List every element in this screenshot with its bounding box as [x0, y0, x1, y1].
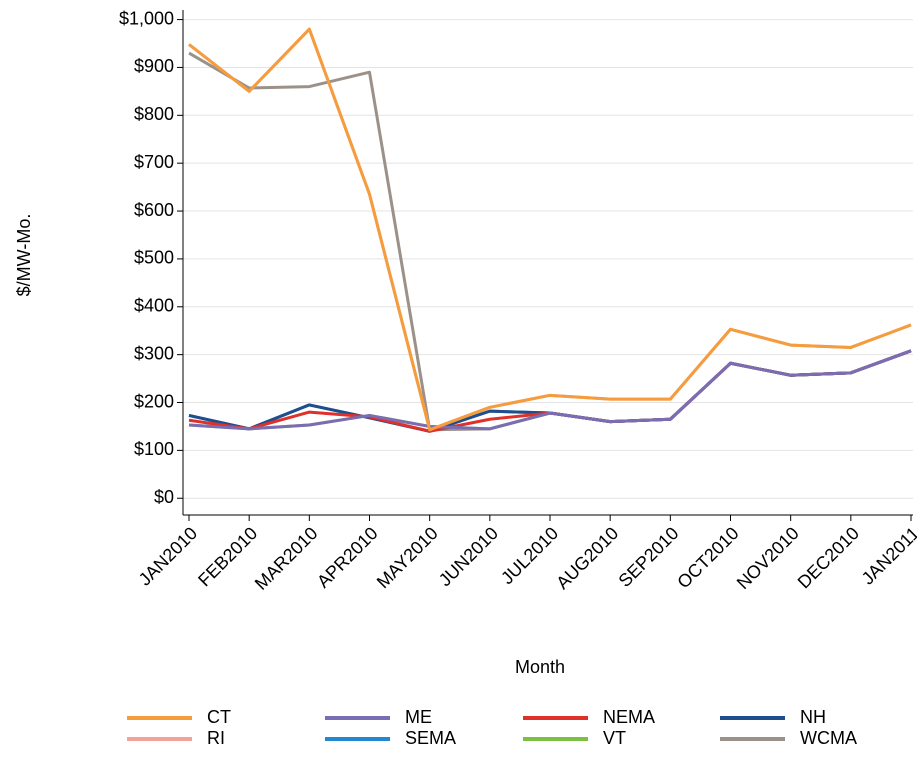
- y-tick-label: $500: [134, 248, 174, 268]
- legend-label: CT: [207, 707, 231, 727]
- legend-label: ME: [405, 707, 432, 727]
- series-line: [188, 349, 912, 433]
- x-tick-label: JAN2011: [858, 523, 917, 589]
- x-tick-label: JUN2010: [435, 523, 502, 590]
- x-tick-label: MAY2010: [373, 523, 442, 592]
- x-axis-label: Month: [515, 657, 565, 677]
- series-line: [188, 349, 912, 433]
- x-tick-label: DEC2010: [794, 523, 863, 592]
- y-tick-label: $400: [134, 296, 174, 316]
- legend-label: RI: [207, 728, 225, 748]
- y-tick-label: $600: [134, 200, 174, 220]
- x-tick-label: SEP2010: [615, 523, 683, 591]
- x-tick-label: NOV2010: [733, 523, 803, 593]
- y-tick-label: $1,000: [119, 8, 174, 28]
- y-tick-label: $900: [134, 56, 174, 76]
- y-tick-label: $800: [134, 104, 174, 124]
- x-tick-label: JAN2010: [135, 523, 202, 590]
- x-tick-label: MAR2010: [251, 523, 322, 594]
- legend-label: SEMA: [405, 728, 456, 748]
- y-tick-label: $300: [134, 343, 174, 363]
- series-line: [188, 27, 912, 432]
- y-tick-label: $100: [134, 439, 174, 459]
- series-line: [188, 349, 912, 431]
- legend-label: WCMA: [800, 728, 857, 748]
- legend-label: VT: [603, 728, 626, 748]
- series-line: [188, 27, 912, 432]
- y-tick-label: $700: [134, 152, 174, 172]
- legend-label: NH: [800, 707, 826, 727]
- y-tick-label: $0: [154, 487, 174, 507]
- x-tick-label: APR2010: [313, 523, 382, 592]
- x-tick-label: AUG2010: [552, 523, 622, 593]
- series-line: [188, 349, 912, 433]
- y-tick-label: $200: [134, 391, 174, 411]
- series-line: [188, 349, 912, 431]
- legend-label: NEMA: [603, 707, 655, 727]
- y-axis-label: $/MW-Mo.: [14, 214, 34, 297]
- x-tick-label: OCT2010: [673, 523, 742, 592]
